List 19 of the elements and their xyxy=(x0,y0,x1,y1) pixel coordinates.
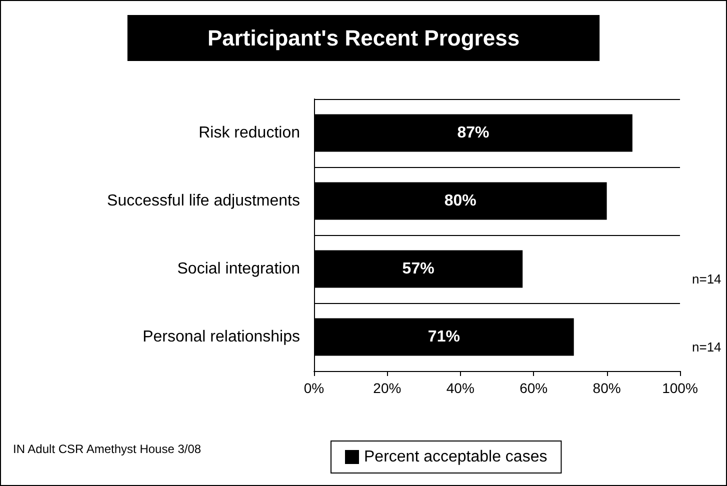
legend-label: Percent acceptable cases xyxy=(364,448,548,466)
chart-title: Participant's Recent Progress xyxy=(207,26,520,50)
x-tick-label: 60% xyxy=(520,380,548,396)
text: IN Adult CSR Amethyst House 3/08 xyxy=(13,442,202,456)
x-tick-label: 20% xyxy=(373,380,402,396)
x-tick-label: 0% xyxy=(304,380,324,396)
y-tick-label: Risk reduction xyxy=(198,124,300,142)
x-tick-label: 40% xyxy=(446,380,474,396)
data-label: 87% xyxy=(457,124,490,142)
x-tick-label: 80% xyxy=(592,380,621,396)
data-label: 80% xyxy=(444,192,476,210)
text: n=14 xyxy=(692,340,722,354)
data-label: 71% xyxy=(428,328,460,346)
y-tick-label: Personal relationships xyxy=(142,328,300,346)
data-label: 57% xyxy=(402,260,434,278)
x-tick-label: 100% xyxy=(662,380,698,396)
y-tick-label: Successful life adjustments xyxy=(107,192,300,210)
text: n=14 xyxy=(692,272,722,286)
y-tick-label: Social integration xyxy=(177,260,300,278)
